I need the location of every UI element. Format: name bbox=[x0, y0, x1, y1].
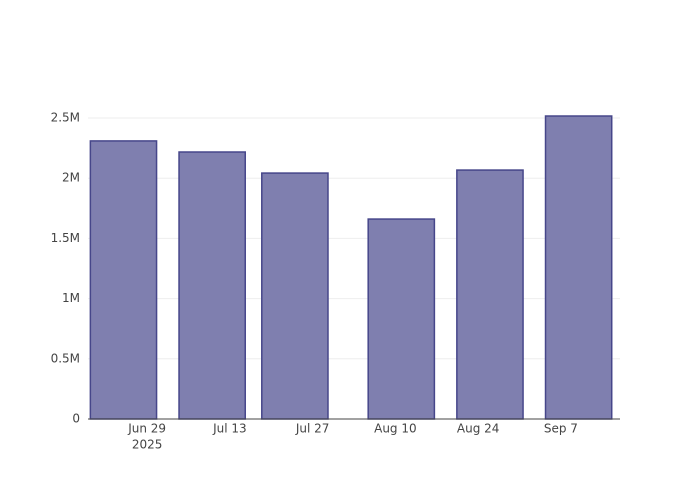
bar bbox=[261, 172, 329, 420]
x-tick-label: Jul 27 bbox=[295, 422, 330, 436]
bar bbox=[544, 115, 613, 420]
bar bbox=[367, 218, 436, 420]
bar bbox=[178, 151, 246, 420]
bar bbox=[456, 169, 524, 420]
x-tick-label: Aug 10 bbox=[374, 422, 417, 436]
bar bbox=[89, 140, 158, 420]
x-tick-label: Sep 7 bbox=[544, 422, 578, 436]
y-tick-label: 2.5M bbox=[51, 111, 80, 125]
x-tick-label: Jul 13 bbox=[212, 422, 247, 436]
y-tick-label: 2M bbox=[62, 171, 80, 185]
y-tick-label: 0.5M bbox=[51, 351, 80, 365]
x-tick-label: Jun 29 bbox=[127, 422, 166, 436]
y-tick-label: 1M bbox=[62, 291, 80, 305]
y-tick-label: 1.5M bbox=[51, 231, 80, 245]
x-tick-year: 2025 bbox=[132, 438, 163, 452]
x-tick-label: Aug 24 bbox=[457, 422, 500, 436]
y-tick-label: 0 bbox=[72, 412, 80, 426]
